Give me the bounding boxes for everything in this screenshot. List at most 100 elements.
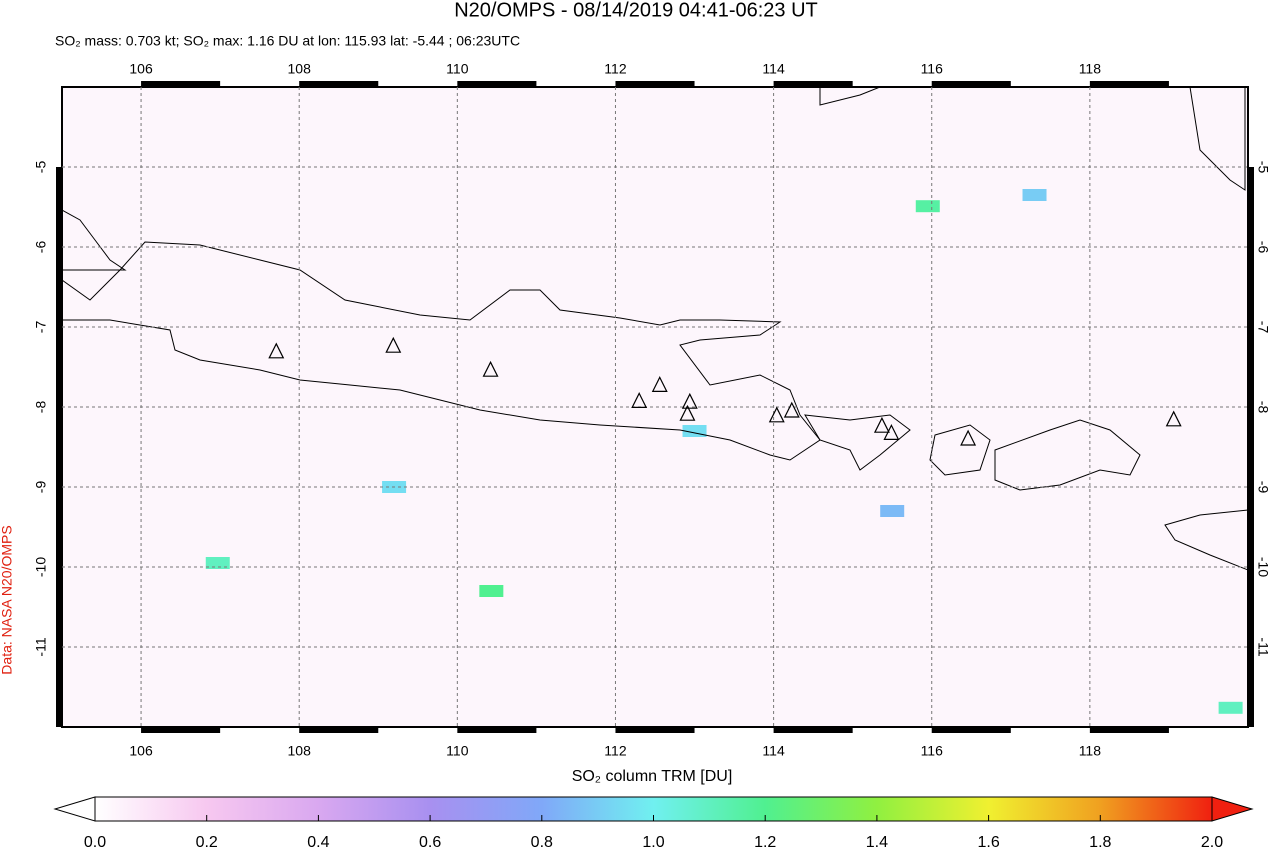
- frame-tick: [1248, 327, 1254, 407]
- java-coast: [62, 241, 821, 461]
- colorbar-tick-label: 0.8: [531, 834, 553, 851]
- y-tick-label: -10: [33, 557, 49, 577]
- volcano: [960, 429, 977, 446]
- y-tick-label: -11: [1255, 637, 1271, 656]
- so2-pixel: [1022, 189, 1047, 201]
- colorbar-tick-label: 0.0: [84, 834, 106, 851]
- x-tick-label: 110: [446, 61, 469, 77]
- x-tick-label: 108: [288, 61, 312, 77]
- colorbar-tick-label: 1.8: [1089, 834, 1111, 851]
- colorbar-tick-label: 1.0: [642, 834, 664, 851]
- sumatra-coast: [62, 209, 127, 271]
- frame-tick: [1248, 247, 1254, 327]
- y-tick-label: -5: [33, 161, 49, 174]
- frame-tick: [615, 727, 695, 733]
- map-background: [62, 87, 1248, 727]
- x-tick-label: 116: [921, 743, 944, 759]
- y-tick-label: -5: [1255, 161, 1271, 174]
- y-tick-label: -9: [1255, 481, 1271, 494]
- y-tick-label: -7: [1255, 321, 1271, 334]
- frame-tick: [141, 727, 221, 733]
- frame-tick: [1089, 81, 1169, 87]
- frame-tick: [457, 81, 537, 87]
- volcano: [385, 336, 402, 353]
- frame-tick: [56, 487, 62, 567]
- y-tick-label: -10: [1255, 557, 1271, 577]
- x-tick-label: 110: [446, 743, 469, 759]
- x-tick-label: 112: [604, 743, 627, 759]
- colorbar-tick-label: 1.2: [754, 834, 776, 851]
- chart-subtitle: SO₂ mass: 0.703 kt; SO₂ max: 1.16 DU at …: [55, 33, 520, 49]
- volcano: [482, 360, 499, 377]
- kalimantan-coast: [819, 87, 881, 106]
- frame-tick: [615, 81, 695, 87]
- so2-pixel: [479, 585, 504, 597]
- colorbar-label: SO₂ column TRM [DU]: [572, 768, 733, 785]
- frame-tick: [931, 81, 1011, 87]
- volcano: [631, 392, 648, 408]
- frame-tick: [457, 727, 537, 733]
- x-tick-label: 106: [129, 61, 153, 77]
- colorbar-high-arrow: [1211, 796, 1254, 822]
- frame-tick: [773, 81, 853, 87]
- sulawesi-coast: [1189, 87, 1246, 191]
- volcano: [268, 342, 285, 359]
- y-tick-label: -8: [1255, 401, 1271, 414]
- frame-tick: [1248, 167, 1254, 247]
- y-tick-label: -6: [1255, 241, 1271, 254]
- y-tick-label: -9: [33, 481, 49, 494]
- frame-tick: [56, 407, 62, 487]
- so2-pixel: [1218, 701, 1243, 714]
- y-tick-label: -8: [33, 401, 49, 414]
- volcano: [883, 424, 900, 440]
- y-tick-label: -6: [33, 241, 49, 254]
- x-tick-label: 118: [1079, 61, 1102, 77]
- colorbar-tick-label: 1.6: [977, 834, 999, 851]
- frame-tick: [1248, 647, 1254, 727]
- colorbar-tick-label: 0.6: [419, 834, 441, 851]
- colorbar-tick-label: 2.0: [1201, 834, 1223, 851]
- frame-tick: [56, 647, 62, 727]
- chart-title: N20/OMPS - 08/14/2019 04:41-06:23 UT: [454, 0, 818, 21]
- x-tick-label: 114: [762, 743, 785, 759]
- x-tick-label: 114: [762, 61, 785, 77]
- so2-pixel: [205, 557, 230, 569]
- volcano: [679, 404, 696, 421]
- bali-coast: [804, 414, 911, 471]
- volcano: [651, 376, 668, 392]
- colorbar-low-arrow: [53, 796, 96, 822]
- volcano: [783, 401, 800, 418]
- x-tick-label: 108: [288, 743, 312, 759]
- sumba-coast: [1164, 509, 1248, 571]
- colorbar-tick-label: 0.4: [307, 834, 329, 851]
- frame-tick: [141, 81, 221, 87]
- frame-tick: [299, 727, 379, 733]
- frame-tick: [1089, 727, 1169, 733]
- volcano: [873, 416, 890, 433]
- frame-tick: [56, 567, 62, 647]
- colorbar-tick-label: 0.2: [196, 834, 218, 851]
- volcano: [768, 406, 785, 423]
- frame-tick: [1248, 567, 1254, 647]
- frame-tick: [299, 81, 379, 87]
- x-tick-label: 116: [921, 61, 944, 77]
- y-tick-label: -11: [33, 637, 49, 656]
- lombok-coast: [929, 424, 991, 476]
- frame-tick: [1248, 487, 1254, 567]
- x-tick-label: 112: [604, 61, 627, 77]
- frame-tick: [56, 327, 62, 407]
- volcano: [681, 392, 698, 409]
- frame-tick: [1248, 407, 1254, 487]
- colorbar-tick-label: 1.4: [866, 834, 888, 851]
- frame-tick: [773, 727, 853, 733]
- y-tick-label: -7: [33, 321, 49, 334]
- so2-pixel: [915, 200, 940, 213]
- x-tick-label: 106: [129, 743, 153, 759]
- frame-tick: [931, 727, 1011, 733]
- volcano: [1165, 410, 1182, 427]
- frame-tick: [56, 247, 62, 327]
- so2-pixel: [880, 505, 905, 517]
- frame-tick: [56, 167, 62, 247]
